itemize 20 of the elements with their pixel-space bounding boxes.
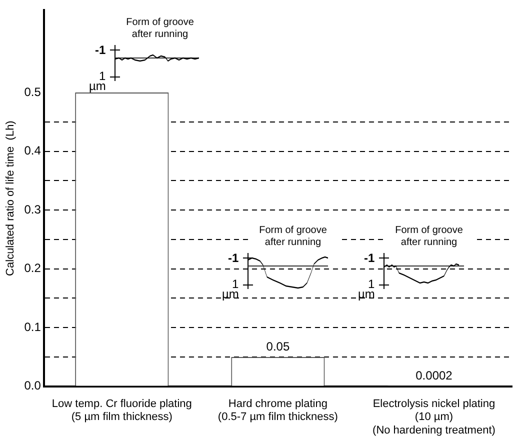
y-tick-label: 0.0: [24, 378, 42, 393]
x-tick-label: Electrolysis nickel plating (10 µm) (No hardening treatment): [372, 398, 496, 436]
annotation: Form of groove after running: [115, 17, 205, 41]
data-label: 0.05: [266, 339, 290, 354]
annotation: -1: [95, 43, 106, 57]
y-tick-label: 0.1: [24, 320, 42, 334]
annotation: Form of groove after running: [384, 225, 474, 249]
annotation: Form of groove after running: [248, 225, 338, 249]
x-tick-label: Low temp. Cr fluoride plating (5 µm film thickness): [52, 398, 192, 424]
annotation: -1: [228, 251, 239, 265]
y-tick-label: 0.2: [24, 261, 42, 276]
annotation: -1: [364, 251, 375, 265]
y-tick-label: 0.3: [24, 202, 42, 216]
y-tick-label: 0.4: [24, 144, 42, 158]
annotation: 1: [368, 277, 375, 291]
x-tick-label: Hard chrome plating (0.5-7 µm film thickness): [218, 398, 338, 424]
y-tick-label: 0.5: [24, 84, 42, 99]
y-axis-title: Calculated ratio of life time (Lh): [4, 120, 17, 276]
data-label: 0.0002: [416, 368, 453, 383]
annotation: 1: [232, 277, 239, 291]
